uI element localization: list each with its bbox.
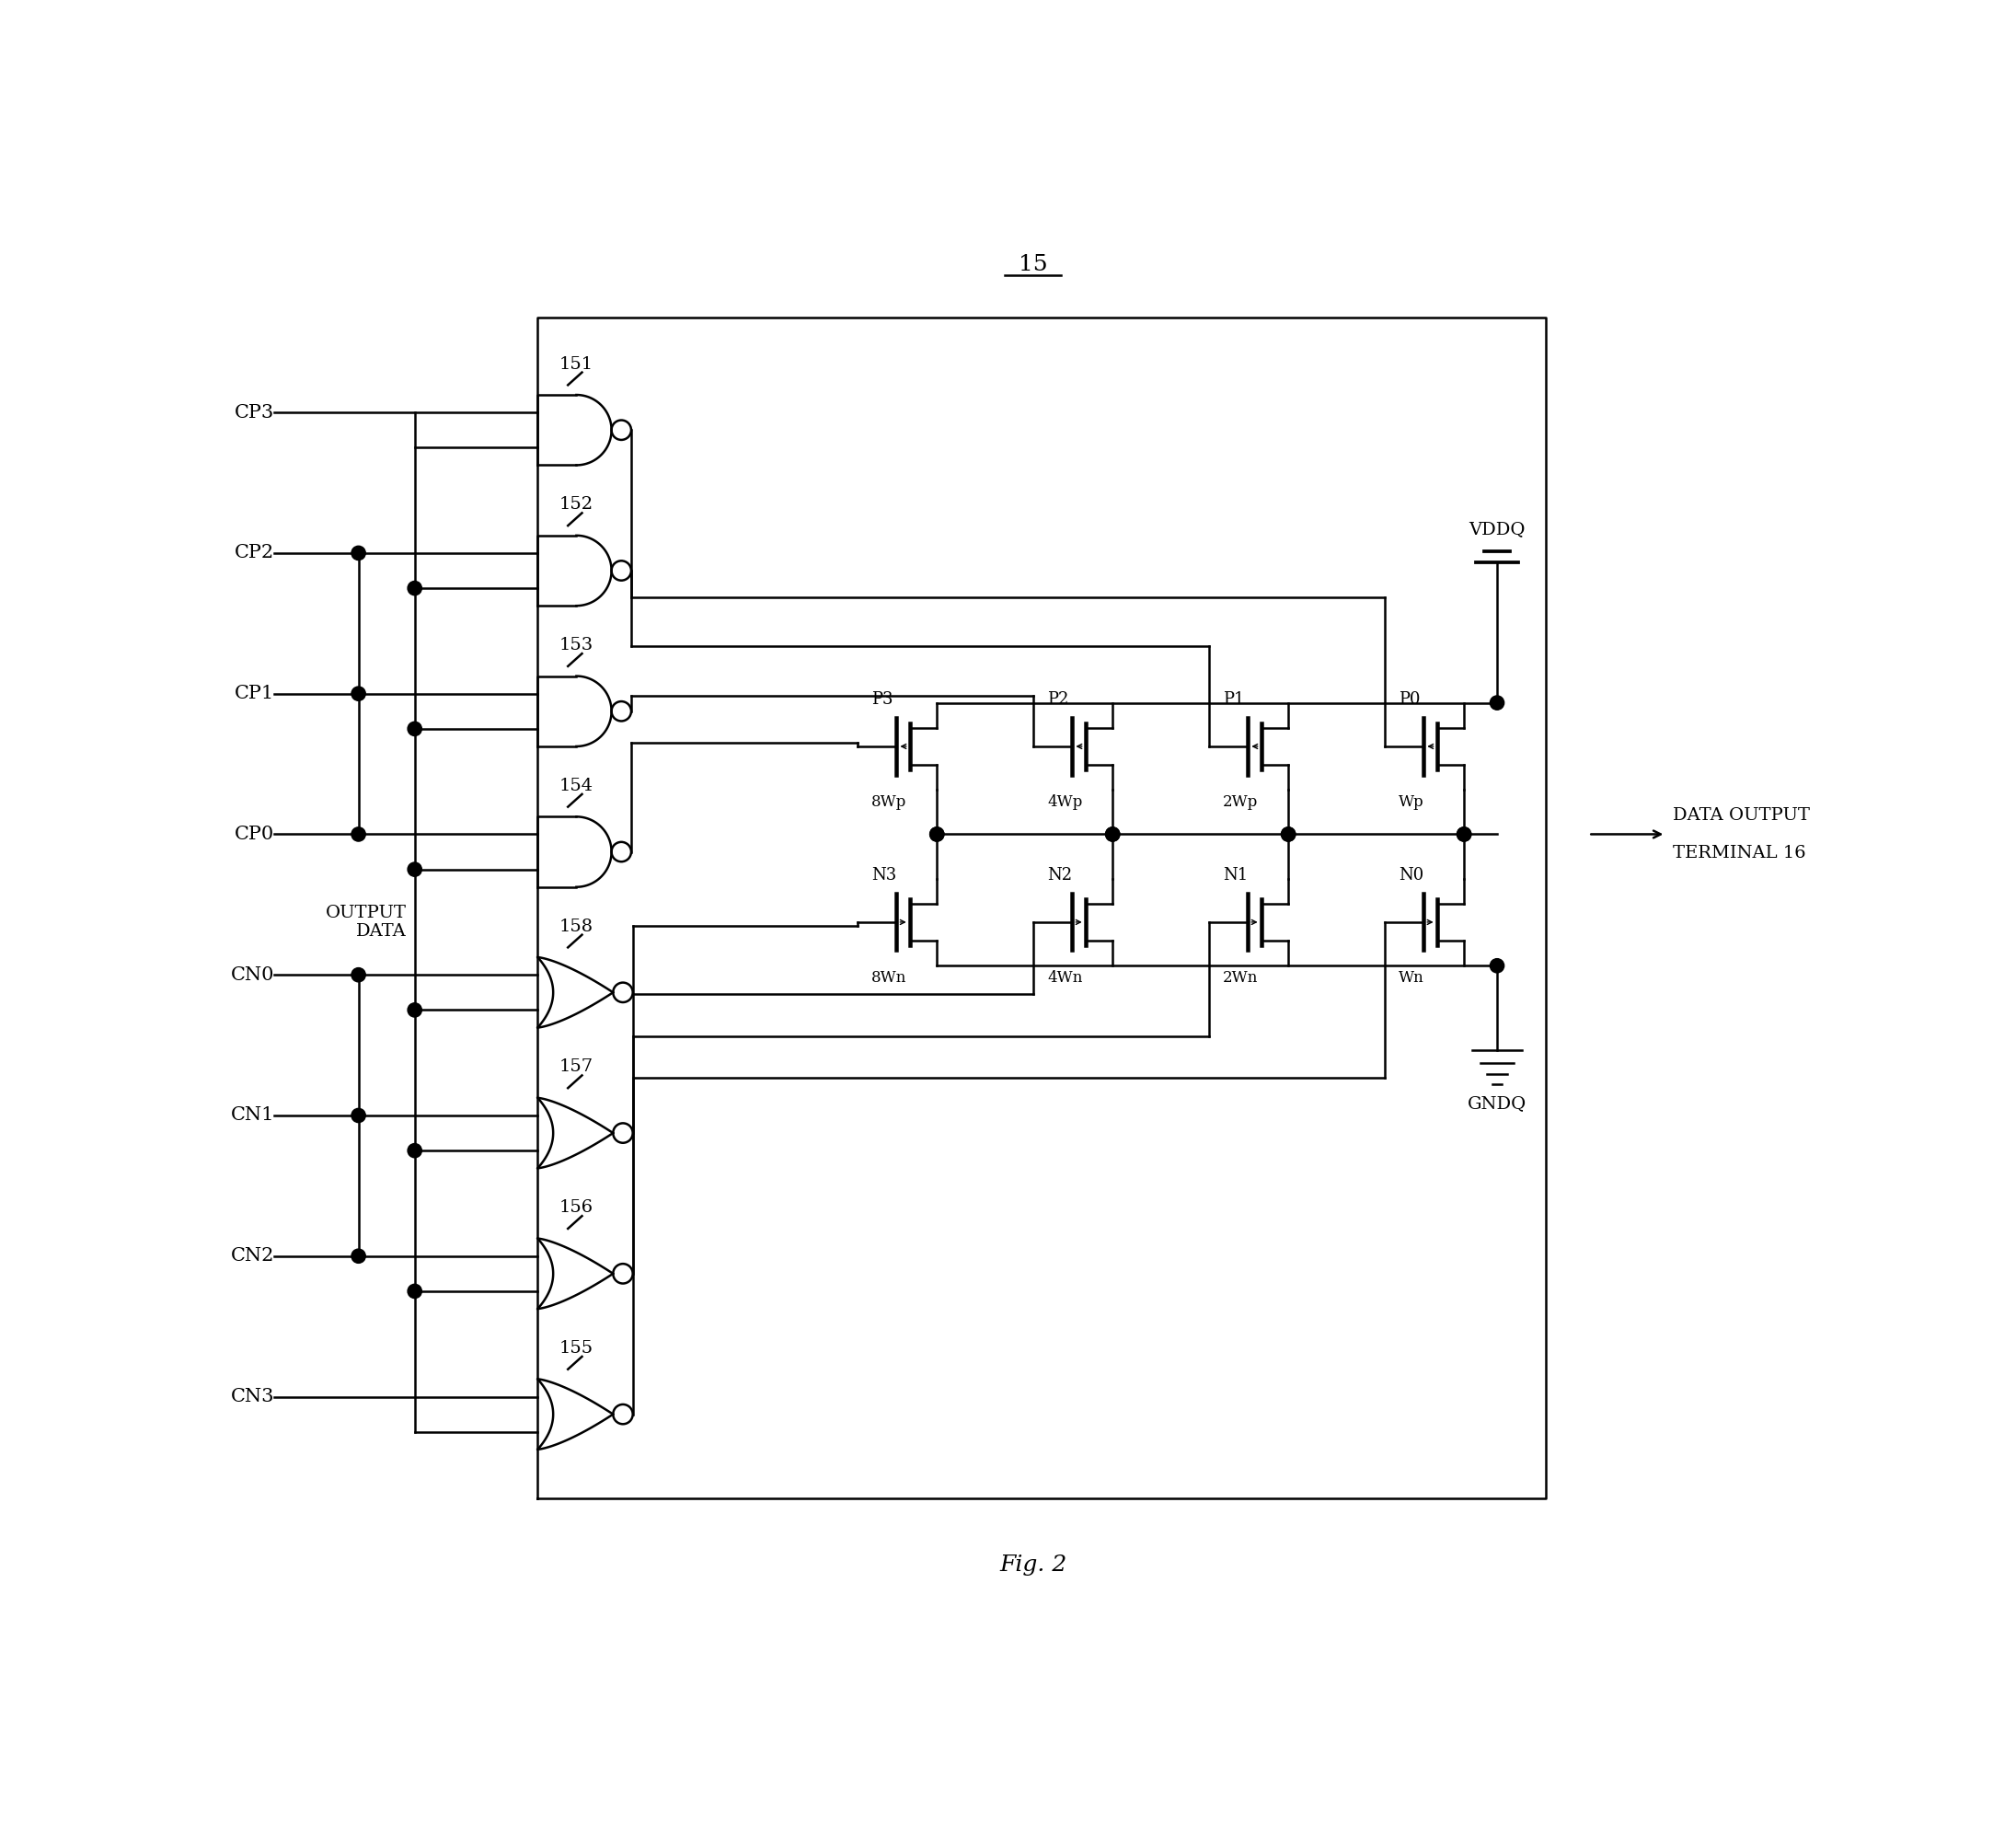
Text: 8Wp: 8Wp xyxy=(871,794,907,809)
Text: 4Wn: 4Wn xyxy=(1046,970,1083,986)
Text: TERMINAL 16: TERMINAL 16 xyxy=(1673,845,1806,862)
Text: CN1: CN1 xyxy=(230,1107,274,1125)
Circle shape xyxy=(407,581,421,595)
Circle shape xyxy=(351,827,365,842)
Text: N2: N2 xyxy=(1046,867,1073,884)
Circle shape xyxy=(351,687,365,701)
Text: 154: 154 xyxy=(558,778,593,794)
Text: 8Wn: 8Wn xyxy=(871,970,907,986)
Circle shape xyxy=(1490,959,1504,973)
Text: Fig. 2: Fig. 2 xyxy=(1000,1554,1066,1576)
Text: 158: 158 xyxy=(558,918,593,935)
Text: P0: P0 xyxy=(1399,692,1421,708)
Text: CN2: CN2 xyxy=(230,1247,274,1265)
Text: 155: 155 xyxy=(558,1340,593,1357)
Circle shape xyxy=(351,968,365,982)
Circle shape xyxy=(1458,827,1472,842)
Circle shape xyxy=(351,1249,365,1264)
Text: CP2: CP2 xyxy=(234,544,274,562)
Text: CP3: CP3 xyxy=(234,404,274,422)
Circle shape xyxy=(929,827,943,842)
Text: CN3: CN3 xyxy=(230,1388,274,1406)
Circle shape xyxy=(407,1143,421,1158)
Text: 157: 157 xyxy=(558,1059,593,1076)
Text: 153: 153 xyxy=(558,637,593,654)
Circle shape xyxy=(407,1284,421,1298)
Circle shape xyxy=(351,546,365,561)
Text: GNDQ: GNDQ xyxy=(1468,1096,1526,1112)
Text: CP0: CP0 xyxy=(234,825,274,844)
Text: 4Wp: 4Wp xyxy=(1046,794,1083,809)
Text: P1: P1 xyxy=(1224,692,1244,708)
Text: N3: N3 xyxy=(871,867,897,884)
Text: CP1: CP1 xyxy=(234,685,274,703)
Text: 2Wn: 2Wn xyxy=(1224,970,1258,986)
Text: N0: N0 xyxy=(1399,867,1423,884)
Text: OUTPUT
DATA: OUTPUT DATA xyxy=(325,904,407,940)
Text: VDDQ: VDDQ xyxy=(1470,520,1526,537)
Text: 156: 156 xyxy=(558,1200,593,1216)
Text: 152: 152 xyxy=(558,497,593,513)
Circle shape xyxy=(1105,827,1119,842)
Circle shape xyxy=(407,1002,421,1017)
Text: 151: 151 xyxy=(558,356,593,373)
Text: 2Wp: 2Wp xyxy=(1224,794,1258,809)
Text: Wn: Wn xyxy=(1399,970,1423,986)
Circle shape xyxy=(1458,827,1472,842)
Circle shape xyxy=(1282,827,1296,842)
Text: DATA OUTPUT: DATA OUTPUT xyxy=(1673,807,1810,824)
Text: N1: N1 xyxy=(1224,867,1248,884)
Text: P2: P2 xyxy=(1046,692,1068,708)
Text: CN0: CN0 xyxy=(230,966,274,984)
Text: Wp: Wp xyxy=(1399,794,1423,809)
Circle shape xyxy=(1105,827,1119,842)
Text: P3: P3 xyxy=(871,692,893,708)
Circle shape xyxy=(1282,827,1296,842)
Text: 15: 15 xyxy=(1018,254,1048,276)
Circle shape xyxy=(407,721,421,736)
Circle shape xyxy=(929,827,943,842)
Circle shape xyxy=(1490,696,1504,710)
Circle shape xyxy=(351,1108,365,1123)
Circle shape xyxy=(407,862,421,876)
